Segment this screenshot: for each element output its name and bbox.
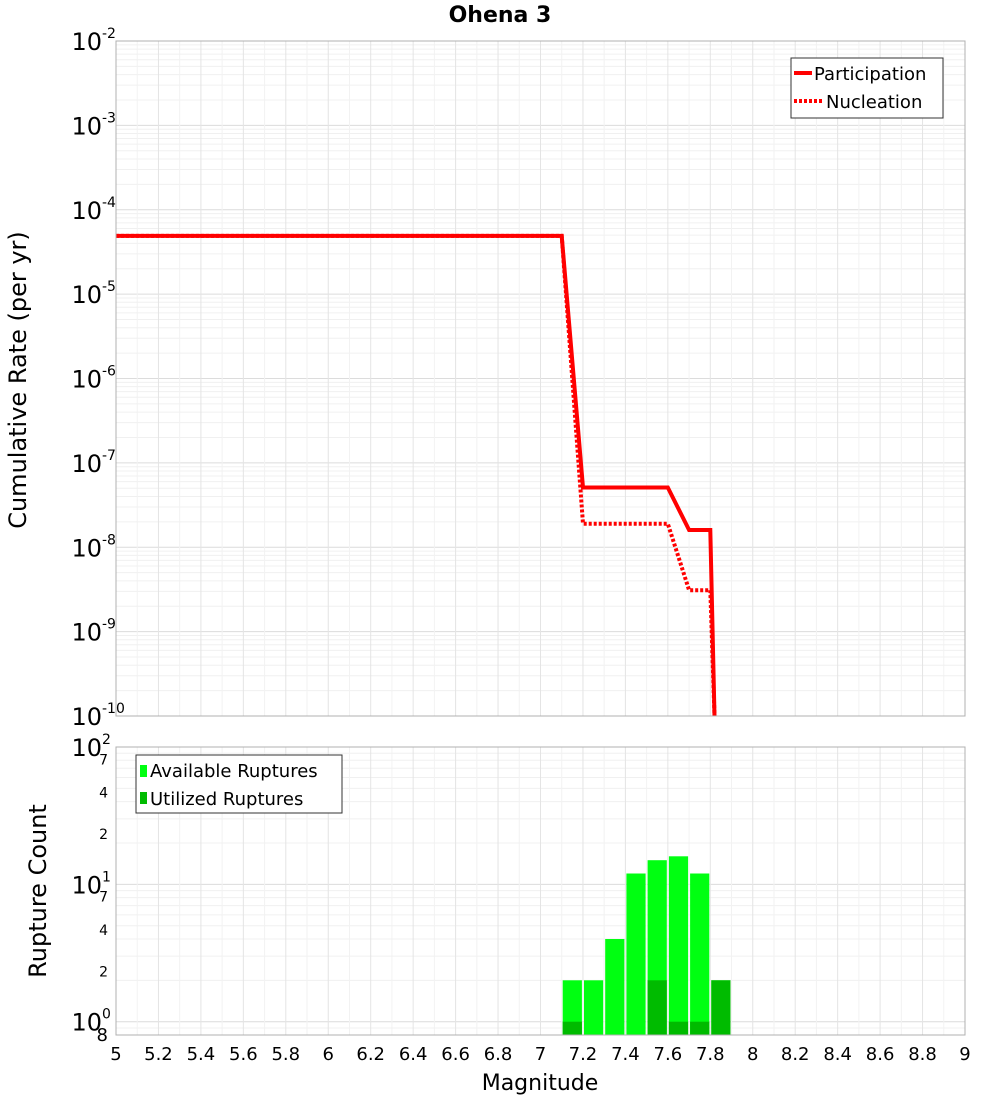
available-ruptures-bar: [668, 856, 689, 1035]
top-y-tick-label: 10: [71, 619, 102, 647]
x-tick-label: 5.2: [144, 1044, 173, 1065]
bottom-y-minor-tick-label: 2: [99, 964, 108, 980]
top-y-tick-label: 10: [71, 281, 102, 309]
x-tick-label: 6.8: [484, 1044, 513, 1065]
legend-utilized-swatch: [140, 792, 147, 804]
top-y-axis-label: Cumulative Rate (per yr): [4, 231, 32, 529]
legend-available-swatch: [140, 765, 147, 777]
x-tick-label: 7.8: [696, 1044, 725, 1065]
x-tick-label: 8.6: [866, 1044, 895, 1065]
top-y-tick-label: 10: [71, 534, 102, 562]
x-tick-label: 6: [323, 1044, 334, 1065]
top-y-tick-exponent: -5: [102, 279, 116, 295]
x-tick-label: 5.8: [271, 1044, 300, 1065]
top-y-tick-exponent: -4: [102, 195, 116, 211]
x-axis-label: Magnitude: [482, 1071, 599, 1096]
top-plot-series: [116, 233, 717, 717]
x-tick-label: 7.2: [569, 1044, 598, 1065]
top-y-tick-label: 10: [71, 28, 102, 56]
x-tick-label: 7: [535, 1044, 546, 1065]
x-tick-label: 8: [747, 1044, 758, 1065]
x-tick-label: 5.6: [229, 1044, 258, 1065]
available-ruptures-bar: [605, 939, 625, 1035]
x-tick-label: 7.4: [611, 1044, 640, 1065]
bottom-y-tick-label: 10: [71, 734, 102, 762]
top-y-tick-exponent: -7: [102, 448, 116, 464]
top-y-tick-exponent: -2: [102, 26, 116, 42]
top-y-tick-exponent: -10: [102, 701, 125, 717]
legend-participation-label: Participation: [814, 64, 926, 85]
x-tick-label: 8.2: [781, 1044, 810, 1065]
x-tick-label: 8.4: [823, 1044, 852, 1065]
bottom-y-minor-tick-label: 4: [99, 923, 108, 939]
top-y-tick-exponent: -8: [102, 532, 116, 548]
bottom-y-minor-tick-label: 2: [99, 827, 108, 843]
bottom-y-tick-exponent: 0: [102, 1007, 111, 1023]
x-tick-labels: 5 5.2 5.4 5.6 5.8 6 6.2 6.4 6.6 6.8 7 7.2 7.4 7.6 7.8 8…: [110, 1044, 970, 1065]
bottom-y-tick-label-lower: 8: [97, 1025, 108, 1046]
top-y-tick-label: 10: [71, 112, 102, 140]
top-y-tick-exponent: -6: [102, 364, 116, 380]
x-tick-label: 6.6: [441, 1044, 470, 1065]
legend-nucleation-label: Nucleation: [826, 92, 922, 113]
x-tick-label: 9: [959, 1044, 970, 1065]
x-tick-label: 8.8: [908, 1044, 937, 1065]
bottom-y-minor-tick-label: 7: [99, 752, 108, 768]
legend-utilized-label: Utilized Ruptures: [150, 789, 303, 810]
bottom-y-minor-tick-label: 7: [99, 890, 108, 906]
top-plot-grid: [115, 40, 966, 717]
top-y-tick-label: 10: [71, 366, 102, 394]
bottom-plot-frame: [115, 746, 966, 1036]
top-legend: Participation Nucleation: [790, 57, 944, 119]
bottom-y-tick-label: 10: [71, 871, 102, 899]
utilized-ruptures-bar: [668, 1021, 689, 1035]
available-ruptures-bar: [626, 873, 646, 1035]
utilized-ruptures-bar: [562, 1021, 582, 1035]
top-plot-frame: [115, 40, 966, 717]
nucleation-line: [116, 233, 717, 717]
utilized-ruptures-bar: [647, 980, 667, 1035]
legend-available-label: Available Ruptures: [150, 761, 318, 782]
available-ruptures-bar: [584, 980, 604, 1035]
bottom-y-minor-tick-label: 4: [99, 786, 108, 802]
x-tick-label: 6.2: [356, 1044, 385, 1065]
bottom-y-tick-label: 10: [71, 1009, 102, 1037]
x-tick-label: 5.4: [187, 1044, 216, 1065]
chart-title: Ohena 3: [449, 3, 552, 28]
utilized-ruptures-bar: [711, 980, 731, 1035]
available-ruptures-bar: [690, 873, 710, 1035]
top-y-tick-label: 10: [71, 197, 102, 225]
top-y-tick-exponent: -9: [102, 617, 116, 633]
bottom-y-tick-exponent: 1: [102, 869, 111, 885]
top-y-tick-exponent: -3: [102, 110, 116, 126]
bottom-y-tick-exponent: 2: [102, 732, 111, 748]
x-tick-label: 7.6: [654, 1044, 683, 1065]
top-y-tick-label: 10: [71, 450, 102, 478]
utilized-ruptures-bar: [690, 1021, 710, 1035]
x-tick-label: 6.4: [399, 1044, 428, 1065]
bottom-plot-bars: [562, 856, 731, 1035]
bottom-legend: Available Ruptures Utilized Ruptures: [135, 754, 343, 814]
top-y-tick-label: 10: [71, 703, 102, 731]
x-tick-label: 5: [110, 1044, 121, 1065]
available-ruptures-bar: [562, 980, 582, 1035]
top-y-tick-labels: 10-210-310-410-510-610-710-810-910-10: [71, 26, 124, 731]
bottom-y-axis-label: Rupture Count: [24, 804, 52, 978]
